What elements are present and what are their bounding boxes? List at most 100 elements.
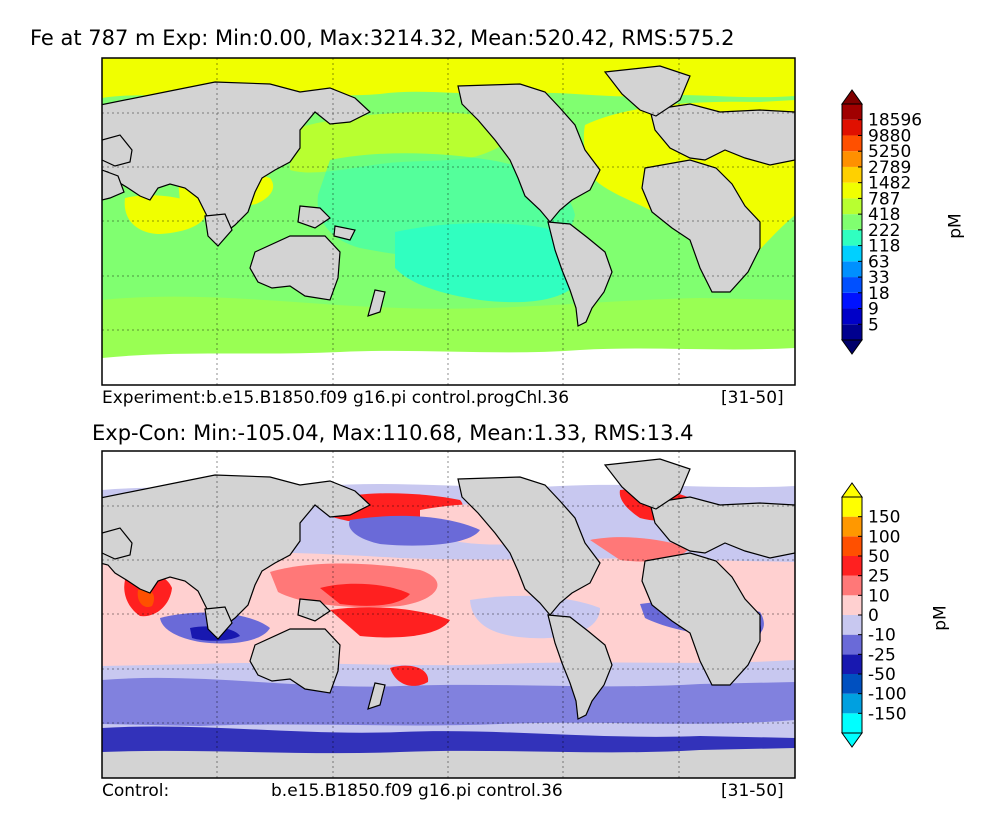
bottom-colorbar-swatch-10 xyxy=(842,516,862,537)
bottom-region-southern-ocean xyxy=(102,677,795,726)
bottom-region-antarctica xyxy=(102,748,795,778)
bottom-colorbar-swatch-1 xyxy=(842,693,862,714)
bottom-land-europe xyxy=(649,496,795,559)
bottom-period-label: [31-50] xyxy=(721,781,784,801)
top-colorbar-label-0: 5 xyxy=(868,315,879,335)
top-colorbar-swatch-12 xyxy=(842,135,862,152)
top-colorbar-swatch-11 xyxy=(842,151,862,167)
bottom-map xyxy=(102,451,795,778)
top-colorbar-under-extend xyxy=(841,339,863,355)
top-colorbar-swatch-2 xyxy=(842,292,862,309)
bottom-control-caption: b.e15.B1850.f09 g16.pi control.36 xyxy=(271,781,563,801)
top-region-south-pacific-gyre xyxy=(395,223,579,303)
top-map xyxy=(102,58,795,385)
bottom-land-eurasia xyxy=(102,474,372,626)
top-land-africa xyxy=(641,159,761,293)
top-colorbar-swatch-9 xyxy=(842,182,862,199)
top-colorbar-label-3: 33 xyxy=(868,268,890,288)
top-land-new-zealand xyxy=(367,289,386,317)
top-colorbar-label-2: 18 xyxy=(868,284,890,304)
top-colorbar-swatch-0 xyxy=(842,324,862,340)
bottom-colorbar-swatch-6 xyxy=(842,595,862,615)
bottom-region-west-pacific-core xyxy=(320,583,410,606)
bottom-colorbar-swatch-7 xyxy=(842,575,862,596)
top-experiment-caption: Experiment:b.e15.B1850.f09 g16.pi contro… xyxy=(102,388,570,408)
top-colorbar-label-4: 63 xyxy=(868,252,890,272)
top-colorbar-label-9: 1482 xyxy=(868,174,911,194)
bottom-map-frame xyxy=(101,450,796,779)
top-colorbar-swatch-5 xyxy=(842,245,862,262)
top-colorbar-swatch-1 xyxy=(842,308,862,325)
bottom-colorbar-label-2: -50 xyxy=(868,665,896,685)
bottom-colorbar-label-10: 150 xyxy=(868,508,900,528)
bottom-land xyxy=(102,458,795,720)
top-region-arabian-sea xyxy=(124,195,206,234)
top-colorbar-swatch-8 xyxy=(842,198,862,215)
top-land-india xyxy=(204,213,233,247)
top-map-frame xyxy=(101,57,796,386)
bottom-colorbar-over-extend xyxy=(841,482,863,498)
top-colorbar-swatch-3 xyxy=(842,277,862,293)
bottom-control-label: Control: xyxy=(102,781,170,801)
top-land-north-america xyxy=(457,83,601,223)
bottom-colorbar-label-4: -10 xyxy=(868,626,896,646)
bottom-colorbar-label-9: 100 xyxy=(868,527,900,547)
bottom-colorbar-swatch-8 xyxy=(842,556,862,576)
top-colorbar: 5918336311822241878714822789525098801859… xyxy=(841,89,922,355)
bottom-region-tasman-sea xyxy=(390,665,429,686)
top-period-label: [31-50] xyxy=(721,388,784,408)
top-colorbar-label-12: 9880 xyxy=(868,126,911,146)
top-colorbar-label-11: 5250 xyxy=(868,142,911,162)
top-colorbar-over-extend xyxy=(841,89,863,105)
top-colorbar-swatch-7 xyxy=(842,214,862,230)
top-colorbar-label-5: 118 xyxy=(868,237,900,257)
top-colorbar-label-13: 18596 xyxy=(868,111,922,131)
top-colorbar-label-8: 787 xyxy=(868,189,900,209)
top-colorbar-swatch-10 xyxy=(842,166,862,183)
top-land-europe xyxy=(649,103,795,166)
bottom-land-north-america xyxy=(457,476,601,616)
bottom-colorbar-label-1: -100 xyxy=(868,685,907,705)
top-chart-title: Fe at 787 m Exp: Min:0.00, Max:3214.32, … xyxy=(30,26,735,50)
bottom-colorbar-swatch-9 xyxy=(842,536,862,556)
top-colorbar-label-1: 9 xyxy=(868,300,879,320)
bottom-land-africa xyxy=(641,552,761,686)
bottom-colorbar-swatch-0 xyxy=(842,713,862,733)
bottom-colorbar-label-7: 25 xyxy=(868,567,890,587)
top-land xyxy=(102,65,795,327)
top-colorbar-label-6: 222 xyxy=(868,221,900,241)
top-region-southern-ocean xyxy=(102,296,795,360)
bottom-colorbar-swatch-11 xyxy=(842,497,862,517)
bottom-colorbar-under-extend xyxy=(841,732,863,748)
bottom-colorbar-label-5: 0 xyxy=(868,606,879,626)
bottom-colorbar-label-0: -150 xyxy=(868,704,907,724)
bottom-region-antarctic-margin xyxy=(102,726,795,760)
top-land-eurasia xyxy=(102,81,372,233)
bottom-land-greenland xyxy=(603,458,691,510)
bottom-land-australia xyxy=(249,628,341,694)
top-colorbar-label-7: 418 xyxy=(868,205,900,225)
bottom-land-new-zealand xyxy=(367,682,386,710)
top-land-greenland xyxy=(603,65,691,117)
bottom-land-india xyxy=(204,606,233,640)
bottom-gridlines xyxy=(102,451,795,778)
top-colorbar-swatch-14 xyxy=(842,104,862,120)
top-gridlines xyxy=(102,58,795,385)
top-colorbar-swatch-13 xyxy=(842,119,862,136)
bottom-region-north-pacific-negative xyxy=(349,515,480,546)
top-colorbar-frame xyxy=(841,103,863,341)
top-region-antarctic-ice xyxy=(102,348,795,385)
bottom-region-west-pacific-south xyxy=(330,607,450,638)
bottom-colorbar-label-3: -25 xyxy=(868,645,896,665)
bottom-region-gulf-stream xyxy=(590,537,690,562)
top-colorbar-label-10: 2789 xyxy=(868,158,911,178)
bottom-chart-title: Exp-Con: Min:-105.04, Max:110.68, Mean:1… xyxy=(92,421,694,445)
bottom-colorbar-swatch-5 xyxy=(842,615,862,635)
top-colorbar-swatch-4 xyxy=(842,261,862,278)
bottom-colorbar-label-6: 10 xyxy=(868,586,890,606)
top-colorbar-swatch-6 xyxy=(842,229,862,246)
top-land-australia xyxy=(249,235,341,301)
bottom-colorbar-label-8: 50 xyxy=(868,547,890,567)
